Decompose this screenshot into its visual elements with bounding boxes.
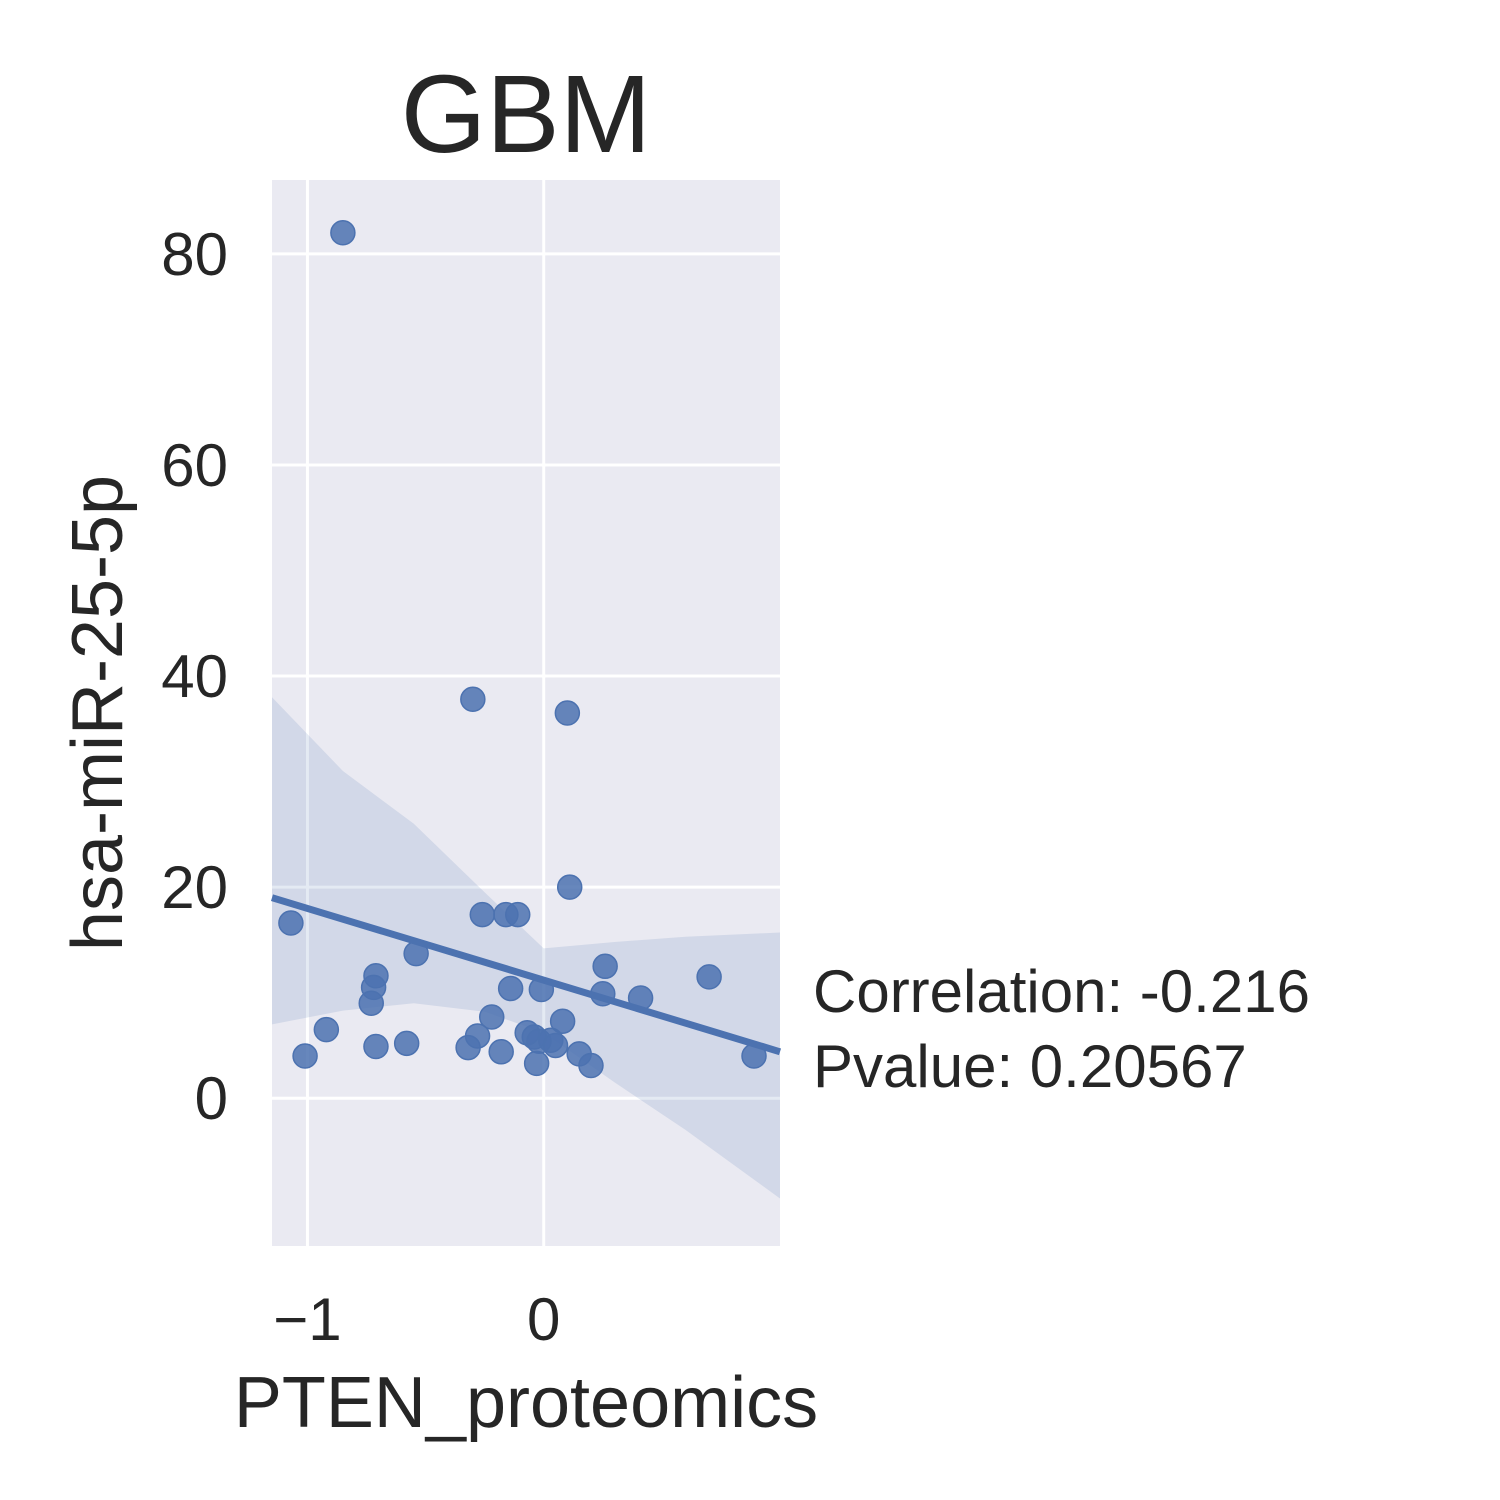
- data-point: [523, 1050, 550, 1077]
- y-tick-label: 40: [161, 643, 228, 710]
- data-point: [455, 1034, 481, 1061]
- pvalue-text: Pvalue: 0.20567: [813, 1033, 1247, 1100]
- regression-line: [270, 894, 782, 1056]
- correlation-text: Correlation: -0.216: [813, 958, 1310, 1025]
- data-point: [478, 1004, 505, 1030]
- y-tick-label: 80: [161, 221, 228, 288]
- y-axis-label: hsa-miR-25-5p: [58, 475, 138, 951]
- data-point: [592, 953, 618, 980]
- y-tick-labels: 0 20 40 60 80: [161, 221, 228, 1132]
- data-point: [330, 220, 356, 246]
- x-tick-labels: −1 0: [273, 1286, 560, 1353]
- data-point: [292, 1043, 318, 1069]
- data-point: [460, 686, 486, 713]
- x-tick-label: 0: [527, 1286, 560, 1353]
- chart-title: GBM: [401, 53, 652, 176]
- data-point: [488, 1039, 514, 1065]
- data-point: [469, 901, 496, 928]
- x-tick-label: −1: [273, 1286, 341, 1353]
- data-point: [696, 964, 722, 990]
- data-point: [278, 910, 304, 936]
- data-point: [313, 1016, 340, 1043]
- data-point: [358, 990, 384, 1016]
- data-point: [549, 1008, 576, 1034]
- data-point: [554, 700, 581, 726]
- data-point: [542, 1032, 569, 1059]
- data-point: [578, 1052, 604, 1079]
- y-tick-label: 0: [195, 1065, 228, 1132]
- y-tick-label: 20: [161, 854, 228, 921]
- confidence-band: [272, 697, 780, 1199]
- y-tick-label: 60: [161, 432, 228, 499]
- x-axis-label: PTEN_proteomics: [234, 1363, 818, 1443]
- data-point: [504, 901, 531, 928]
- data-point: [393, 1030, 420, 1057]
- data-point: [497, 975, 524, 1002]
- data-point: [556, 874, 583, 900]
- scatter-points: [278, 220, 767, 1079]
- data-point: [363, 1033, 389, 1060]
